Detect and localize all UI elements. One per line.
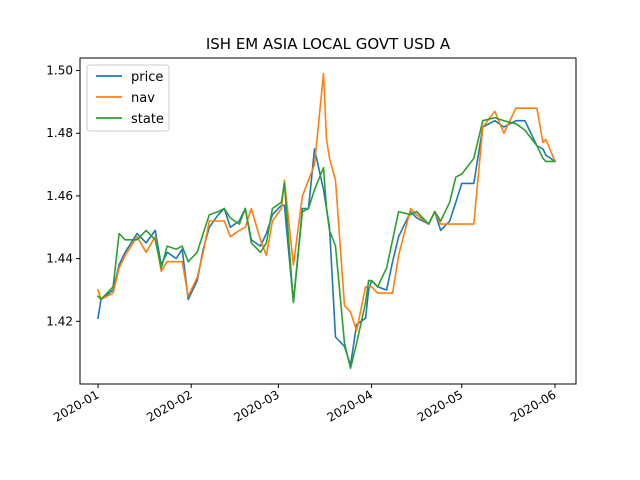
y-axis: 1.42 1.44 1.46 1.48 1.50 (46, 64, 80, 328)
y-tick-label: 1.46 (46, 189, 73, 203)
chart-title: ISH EM ASIA LOCAL GOVT USD A (206, 35, 451, 53)
series-line-state (96, 116, 556, 370)
series-line-price (97, 119, 557, 367)
legend-label-price: price (131, 70, 163, 85)
legend-label-nav: nav (131, 91, 155, 106)
plot-frame (79, 57, 577, 385)
y-tick-label: 1.44 (46, 252, 73, 266)
legend: price nav state (86, 64, 170, 132)
y-tick-label: 1.48 (46, 126, 73, 140)
legend-label-state: state (131, 112, 164, 127)
y-tick-label: 1.50 (46, 64, 73, 78)
series-layer (96, 72, 557, 370)
y-tick-label: 1.42 (46, 314, 73, 328)
series-line-nav (96, 72, 557, 332)
legend-box (86, 64, 170, 132)
